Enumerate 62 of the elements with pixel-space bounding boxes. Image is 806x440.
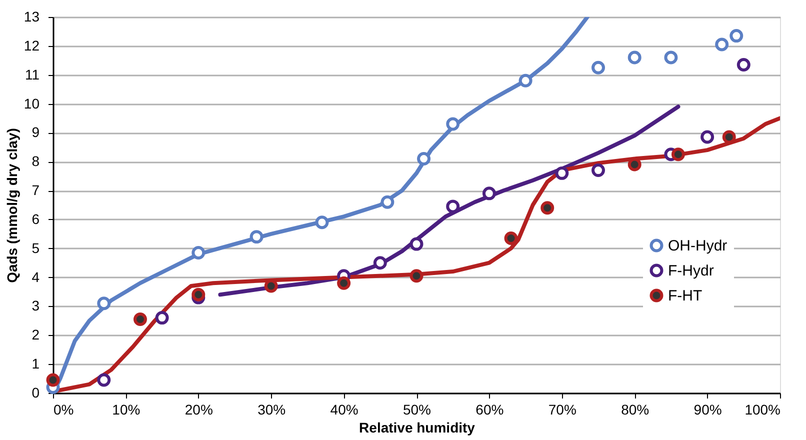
- point: [380, 195, 394, 209]
- y-tick-label: 2: [32, 326, 40, 343]
- point: [410, 237, 424, 251]
- y-tick-label: 8: [32, 153, 40, 170]
- point: [46, 373, 60, 387]
- point: [628, 50, 642, 64]
- y-tick-label: 12: [24, 37, 40, 54]
- point: [592, 164, 605, 178]
- point: [540, 201, 554, 215]
- point: [730, 29, 744, 43]
- point: [504, 232, 518, 245]
- legend-label: F-HT: [668, 288, 702, 304]
- y-tick-label: 3: [32, 298, 40, 314]
- point: [518, 74, 532, 88]
- y-axis-title: Qads (mmol/g dry clay): [4, 128, 20, 283]
- y-tick-label: 4: [32, 268, 40, 285]
- x-tick-label: 90%: [694, 402, 722, 418]
- point: [155, 311, 169, 325]
- y-tick-label: 7: [32, 182, 40, 198]
- x-tick-label: 40%: [330, 402, 358, 418]
- y-tick-label: 6: [32, 210, 40, 227]
- point: [664, 50, 678, 64]
- x-tick-label: 100%: [744, 402, 780, 418]
- x-tick-label: 60%: [476, 402, 504, 418]
- legend-label: OH-Hydr: [668, 238, 728, 254]
- x-tick-label: 30%: [258, 402, 286, 418]
- point: [410, 269, 424, 283]
- point: [555, 166, 569, 180]
- legend-label: F-Hydr: [668, 262, 714, 280]
- y-tick-label: 1: [32, 356, 40, 372]
- x-tick-label: 70%: [548, 402, 576, 418]
- point: [482, 186, 496, 200]
- x-tick-label: 50%: [402, 402, 432, 418]
- x-tick-label: 80%: [621, 402, 650, 418]
- x-tick-label: 20%: [184, 402, 213, 418]
- point: [446, 117, 460, 131]
- x-axis-title: Relative humidity: [359, 420, 476, 436]
- point: [250, 230, 264, 244]
- point: [373, 256, 387, 270]
- point: [97, 296, 111, 310]
- point: [736, 58, 750, 72]
- point: [192, 246, 206, 260]
- x-tick-label: 0%: [54, 402, 74, 418]
- y-tick-label: 13: [24, 8, 40, 24]
- point: [417, 152, 431, 166]
- y-tick-label: 9: [32, 124, 40, 140]
- point: [592, 60, 605, 74]
- point: [715, 38, 729, 52]
- point: [722, 130, 736, 144]
- y-tick-label: 11: [24, 66, 40, 82]
- point: [133, 312, 147, 326]
- x-tick-label: 10%: [112, 402, 140, 418]
- point: [700, 130, 714, 144]
- point: [446, 200, 460, 214]
- point: [337, 276, 351, 290]
- y-tick-label: 10: [24, 95, 40, 112]
- point: [315, 216, 329, 230]
- y-tick-label: 0: [32, 384, 40, 400]
- point: [97, 373, 111, 387]
- point: [192, 288, 206, 302]
- y-tick-label: 5: [32, 240, 40, 256]
- point: [671, 148, 685, 162]
